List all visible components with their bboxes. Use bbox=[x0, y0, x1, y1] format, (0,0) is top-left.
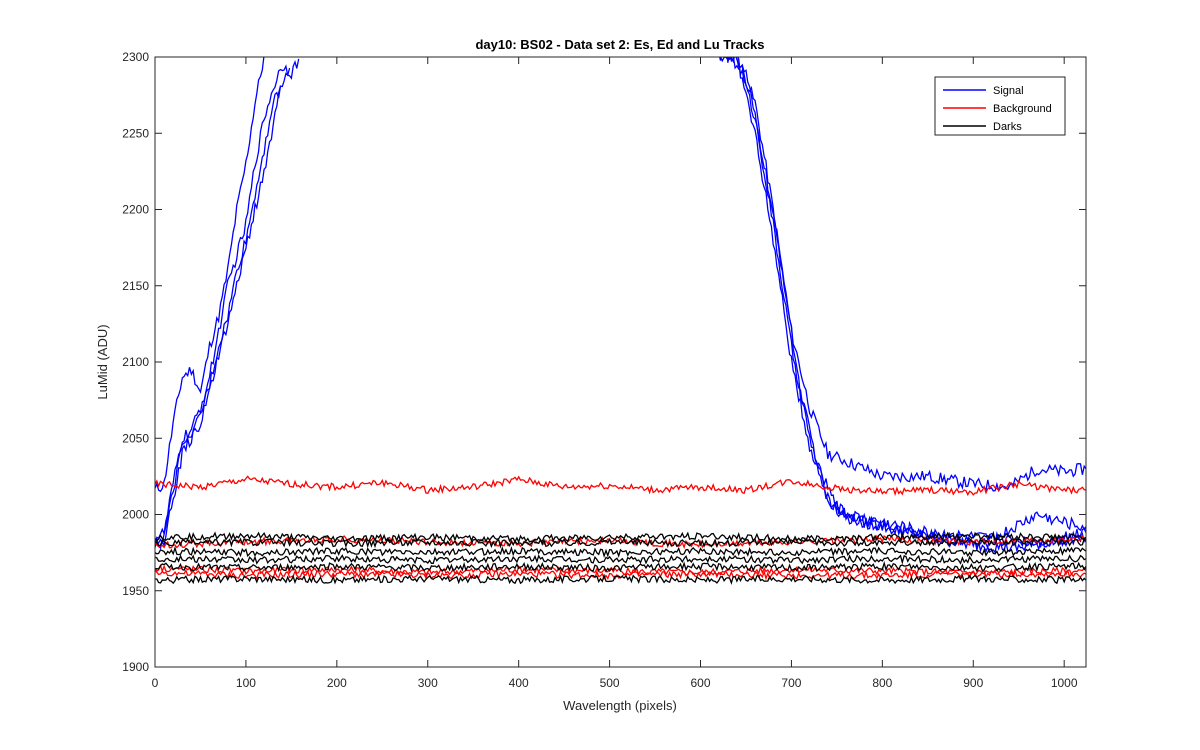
series-line-darks-8 bbox=[155, 531, 1086, 544]
series-line-darks-10 bbox=[155, 545, 1086, 559]
series-line-darks-12 bbox=[155, 560, 1086, 573]
series-line-darks-9 bbox=[155, 536, 1086, 549]
y-tick-label: 2050 bbox=[122, 431, 149, 445]
chart-title: day10: BS02 - Data set 2: Es, Ed and Lu … bbox=[475, 37, 764, 52]
x-tick-label: 600 bbox=[690, 676, 710, 690]
x-tick-label: 0 bbox=[152, 676, 159, 690]
series-line-darks-11 bbox=[155, 554, 1086, 565]
y-tick-label: 1950 bbox=[122, 584, 149, 598]
x-tick-label: 200 bbox=[327, 676, 347, 690]
x-tick-label: 1000 bbox=[1051, 676, 1078, 690]
x-axis-label: Wavelength (pixels) bbox=[563, 698, 677, 713]
plot-frame bbox=[154, 56, 1087, 668]
x-tick-label: 500 bbox=[600, 676, 620, 690]
x-tick-label: 300 bbox=[418, 676, 438, 690]
series-line-signal-0 bbox=[155, 57, 1086, 493]
y-tick-label: 1900 bbox=[122, 660, 149, 674]
x-tick-label: 800 bbox=[872, 676, 892, 690]
series-layer bbox=[155, 57, 1086, 585]
x-tick-label: 400 bbox=[509, 676, 529, 690]
x-tick-label: 100 bbox=[236, 676, 256, 690]
plot-area bbox=[155, 57, 1086, 667]
x-tick-label: 700 bbox=[781, 676, 801, 690]
legend-label-background: Background bbox=[993, 103, 1052, 115]
y-tick-label: 2100 bbox=[122, 355, 149, 369]
x-tick-label: 900 bbox=[963, 676, 983, 690]
y-tick-label: 2000 bbox=[122, 508, 149, 522]
y-tick-label: 2200 bbox=[122, 203, 149, 217]
legend-label-signal: Signal bbox=[993, 85, 1024, 97]
y-axis-label: LuMid (ADU) bbox=[95, 324, 110, 399]
series-line-signal-3 bbox=[155, 57, 1086, 551]
y-tick-label: 2150 bbox=[122, 279, 149, 293]
y-tick-label: 2250 bbox=[122, 126, 149, 140]
legend-label-darks: Darks bbox=[993, 121, 1022, 133]
y-tick-label: 2300 bbox=[122, 50, 149, 64]
series-line-darks-13 bbox=[155, 573, 1086, 585]
legend: Signal Background Darks bbox=[934, 76, 1066, 136]
series-line-background-4 bbox=[155, 475, 1086, 497]
